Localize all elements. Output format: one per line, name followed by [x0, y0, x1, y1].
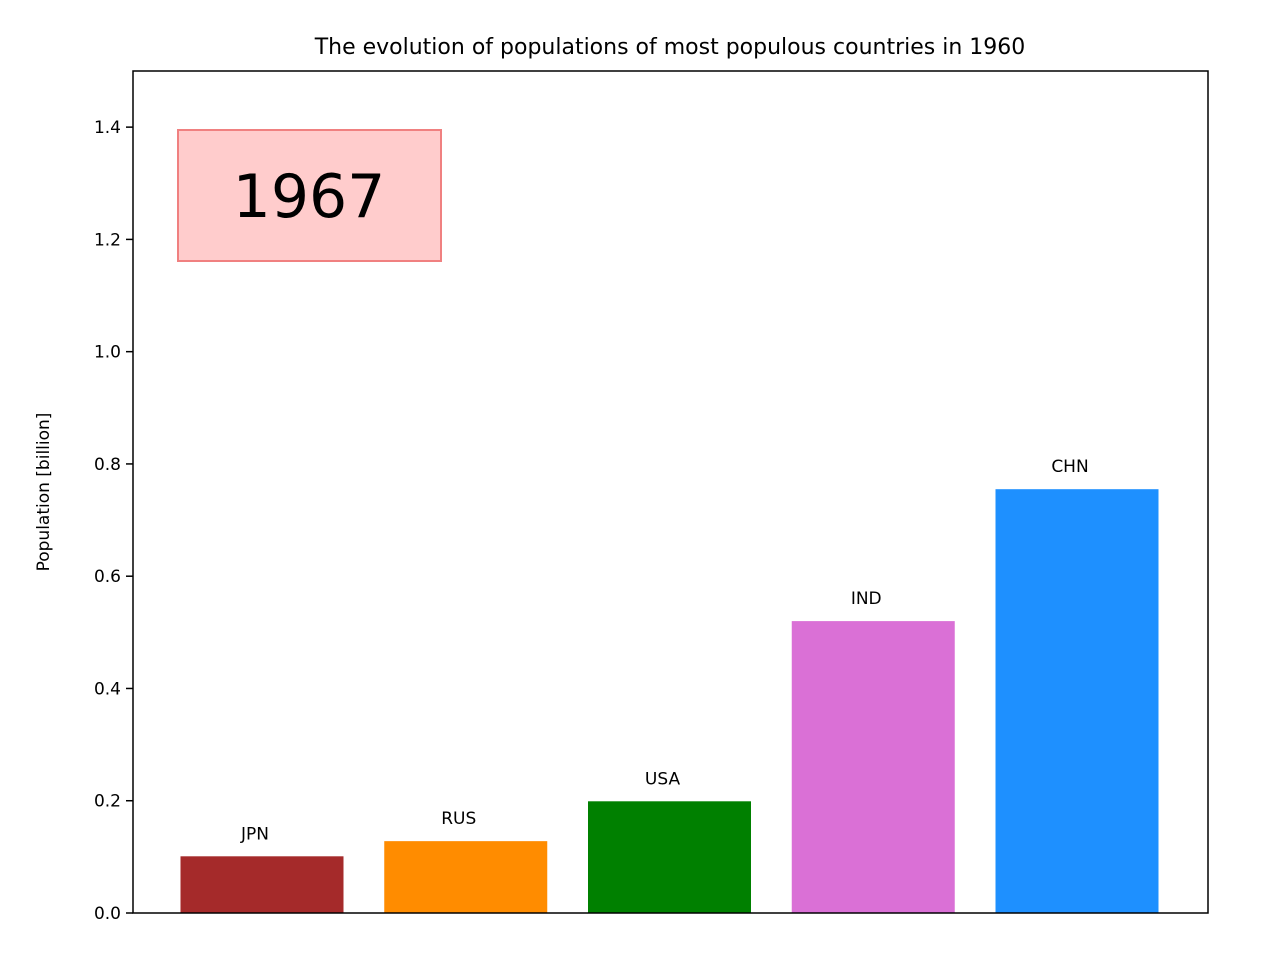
bar-rus — [384, 841, 548, 913]
bar-ind — [791, 621, 955, 913]
bar-labels-group: JPN RUS USA IND CHN — [240, 457, 1089, 844]
chart-title: The evolution of populations of most pop… — [314, 35, 1026, 60]
bar-usa — [588, 801, 751, 913]
y-tick-label: 0.8 — [94, 455, 121, 475]
bar-label-ind: IND — [851, 589, 882, 609]
y-tick-label: 1.2 — [94, 230, 121, 250]
y-tick-label: 0.6 — [94, 567, 121, 587]
bar-label-usa: USA — [645, 769, 681, 789]
year-annotation-text: 1967 — [233, 162, 386, 232]
y-tick-label: 0.0 — [94, 904, 121, 924]
bar-label-jpn: JPN — [240, 824, 269, 844]
y-tick-label: 0.2 — [94, 792, 121, 812]
y-tick-label: 1.0 — [94, 343, 121, 363]
bar-jpn — [180, 856, 344, 913]
y-tick-label: 1.4 — [94, 118, 121, 138]
bar-label-rus: RUS — [441, 809, 476, 829]
year-annotation-box — [177, 129, 442, 262]
y-axis-label: Population [billion] — [34, 413, 54, 572]
plot-frame — [132, 70, 1209, 914]
bar-label-chn: CHN — [1051, 457, 1088, 477]
y-axis-ticks: 0.0 0.2 0.4 0.6 0.8 1.0 1.2 1.4 — [94, 118, 133, 924]
y-tick-label: 0.4 — [94, 679, 121, 699]
year-annotation: 1967 — [177, 129, 442, 262]
bars-group — [180, 489, 1159, 913]
bar-chn — [995, 489, 1159, 913]
